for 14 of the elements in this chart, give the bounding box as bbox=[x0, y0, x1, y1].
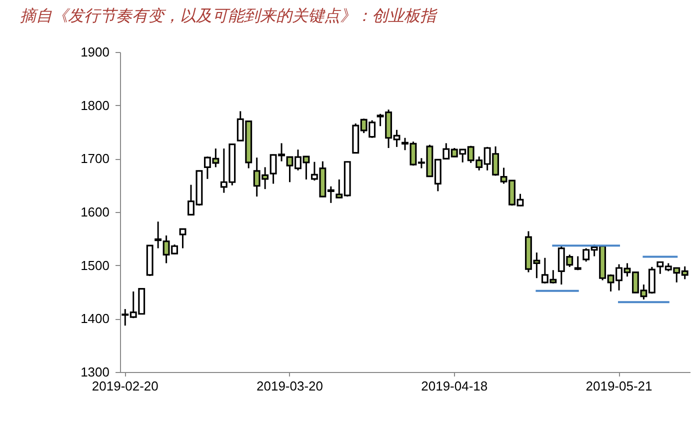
y-tick-label: 1700 bbox=[80, 151, 110, 166]
x-tick-label: 2019-05-21 bbox=[586, 378, 652, 394]
x-tick-label: 2019-02-20 bbox=[92, 378, 158, 394]
y-tick-label: 1300 bbox=[80, 364, 110, 380]
y-tick-label: 1400 bbox=[80, 311, 110, 326]
y-tick-label: 1800 bbox=[80, 98, 110, 113]
candlestick bbox=[179, 228, 186, 250]
y-tick-label: 1500 bbox=[80, 258, 110, 273]
chart-title: 摘自《发行节奏有变，以及可能到来的关键点》：创业板指 bbox=[20, 6, 438, 25]
y-tick-label: 1900 bbox=[80, 44, 110, 60]
x-tick-label: 2019-03-20 bbox=[256, 378, 324, 394]
candlestick bbox=[574, 256, 582, 271]
x-tick-label: 2019-04-18 bbox=[421, 378, 488, 394]
y-tick-label: 1600 bbox=[80, 204, 110, 220]
